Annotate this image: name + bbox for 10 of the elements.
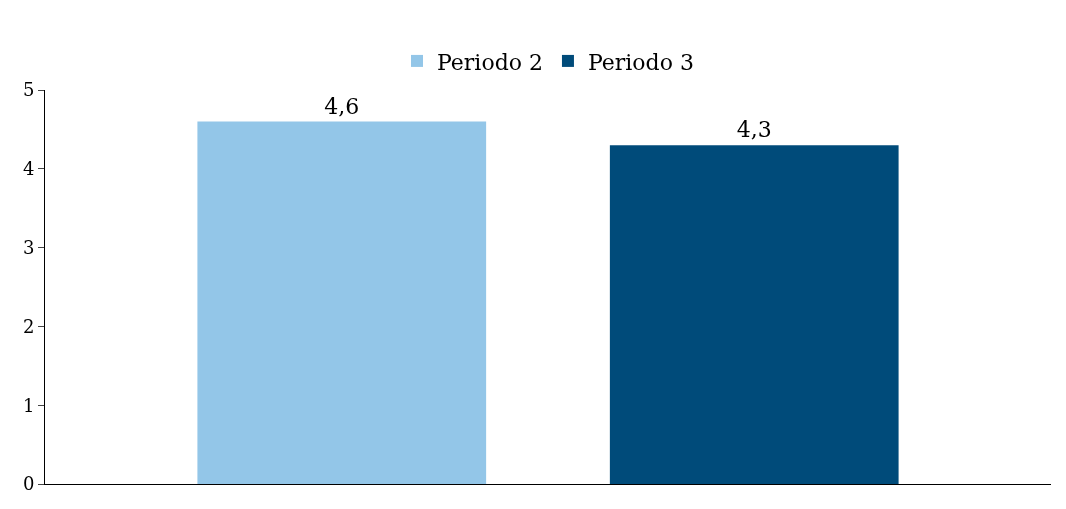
- y-tick-label: 1: [22, 394, 35, 416]
- y-tick-label: 4: [22, 158, 35, 180]
- y-tick-label: 2: [22, 315, 35, 337]
- data-label: 4,6: [324, 93, 360, 119]
- data-label: 4,3: [736, 117, 772, 143]
- legend-label: Periodo 2: [437, 49, 543, 75]
- y-tick-label: 0: [22, 473, 35, 495]
- y-tick-label: 5: [22, 79, 35, 101]
- legend-label: Periodo 3: [587, 49, 694, 75]
- y-tick-label: 3: [22, 236, 35, 258]
